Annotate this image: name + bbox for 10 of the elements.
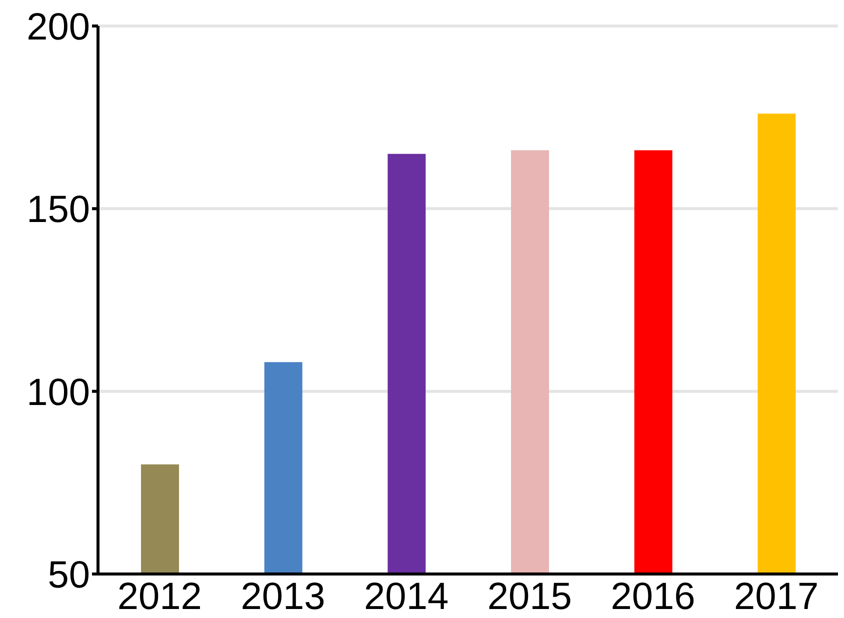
y-tick-label: 50 [48,554,90,596]
x-tick-label: 2013 [240,576,326,618]
x-tick-label: 2015 [487,576,572,618]
y-tick-label: 150 [26,189,90,232]
y-tick-label: 100 [26,372,90,414]
x-tick-label: 2016 [610,576,696,618]
x-tick-label: 2012 [117,576,202,618]
x-tick-label: 2017 [734,576,819,618]
x-tick-label: 2014 [364,576,449,618]
y-tick-label: 200 [26,6,90,48]
